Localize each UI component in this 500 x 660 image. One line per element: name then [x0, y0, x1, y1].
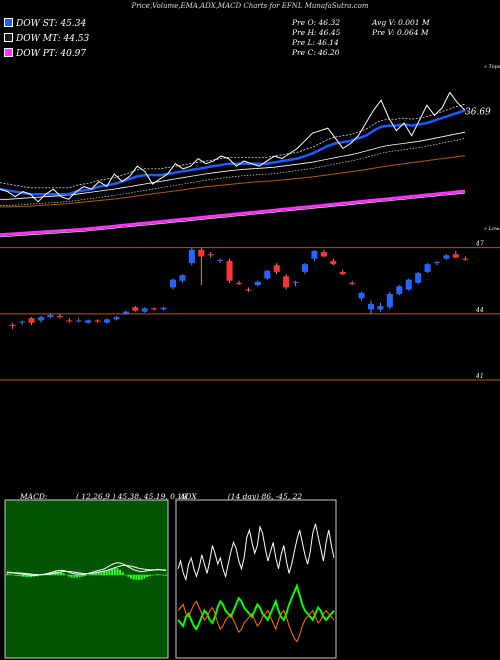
candle-body	[151, 308, 158, 310]
macd-params: ( 12,26,9 ) 45.38, 45.19, 0.19	[76, 492, 187, 501]
stat-avg-volume: Avg V: 0.001 M	[372, 18, 430, 27]
candle-body	[330, 260, 337, 265]
candle-body	[443, 255, 450, 259]
candle-body	[75, 320, 82, 322]
candle-body	[226, 260, 233, 281]
candle-body	[358, 292, 365, 299]
candle-body	[160, 307, 167, 310]
candle-body	[141, 308, 148, 312]
adx-label: ADX	[180, 492, 197, 501]
adx-line	[177, 523, 335, 582]
macd-line	[6, 562, 167, 577]
candle-body	[273, 265, 280, 272]
legend-dow-mt-label: DOW MT: 44.53	[16, 34, 90, 44]
ema-lt-line	[0, 155, 466, 208]
candle-body	[94, 320, 101, 322]
candle-body	[386, 293, 393, 308]
macd-label: MACD	[20, 492, 45, 501]
candle-body	[132, 307, 139, 311]
candle-body	[301, 264, 309, 272]
candle-body	[113, 317, 120, 320]
candle-body	[169, 279, 177, 288]
legend-dow-pt-label: DOW PT: 40.97	[16, 49, 87, 59]
adx-title: ADX (14 day) 86, -45, 22	[180, 492, 302, 501]
adx-panel	[175, 499, 337, 659]
y-tick-label-0: 47	[475, 241, 484, 248]
legend-dow-mt: DOW MT: 44.53	[4, 33, 89, 44]
macd-title: MACD: ( 12,26,9 ) 45.38, 45.19, 0.19	[20, 492, 187, 501]
candle-body	[66, 320, 73, 322]
candle-body	[367, 303, 375, 310]
stat-close: Pre C: 46.20	[292, 48, 340, 57]
candle-body	[37, 317, 45, 321]
candle-body	[56, 316, 63, 318]
candle-body	[103, 319, 111, 323]
ema-st-line	[0, 109, 466, 196]
candle-body	[47, 314, 54, 318]
candle-body	[19, 321, 26, 323]
legend-dow-pt-swatch	[4, 48, 13, 57]
candle-body	[9, 324, 16, 326]
candle-body	[405, 279, 412, 290]
tops-label: « Tops	[484, 64, 500, 70]
ema-pt-line	[0, 189, 466, 237]
candle-body	[264, 270, 271, 279]
legend-dow-st-swatch	[4, 18, 13, 27]
candle-body	[207, 254, 214, 256]
legend-dow-pt: DOW PT: 40.97	[4, 48, 86, 59]
candle-body	[254, 281, 261, 286]
candle-body	[377, 306, 384, 310]
candle-body	[311, 250, 318, 259]
candle-body	[320, 252, 327, 257]
di-minus-line	[177, 600, 335, 643]
candle-body	[415, 273, 422, 283]
ema-mt-lower-line	[0, 138, 466, 206]
legend-dow-mt-swatch	[4, 33, 13, 42]
candle-body	[283, 276, 290, 288]
candle-body	[85, 320, 92, 323]
ema-st-upper-line	[0, 103, 466, 189]
macd-panel	[4, 499, 169, 659]
y-tick-label-1: 44	[475, 307, 484, 314]
candle-body	[235, 282, 243, 285]
di-plus-line	[177, 582, 335, 632]
candle-body	[28, 318, 35, 323]
candle-body	[433, 261, 441, 264]
candle-body	[292, 281, 299, 283]
candle-body	[452, 254, 459, 258]
candle-body	[179, 275, 186, 281]
price-line	[0, 91, 466, 203]
stat-prev-volume: Pre V: 0.064 M	[372, 28, 429, 37]
legend-dow-st: DOW ST: 45.34	[4, 18, 86, 29]
legend-dow-st-label: DOW ST: 45.34	[16, 19, 87, 29]
candle-body	[217, 259, 224, 261]
price-label: 36.69	[465, 107, 491, 117]
candle-body	[188, 249, 195, 264]
candle-body	[198, 249, 205, 257]
candle-body	[396, 286, 403, 294]
stat-low: Pre L: 46.14	[292, 38, 339, 47]
ema-mt-line	[0, 131, 466, 200]
stat-open: Pre O: 46.32	[292, 18, 340, 27]
candle-body	[424, 264, 431, 272]
lows-label: « Lows	[484, 226, 500, 232]
adx-params: (14 day) 86, -45, 22	[227, 492, 303, 501]
ema-pt-highlight	[0, 192, 466, 238]
candle-body	[122, 311, 129, 314]
candle-body	[349, 282, 356, 285]
candle-body	[245, 289, 252, 291]
candle-body	[339, 271, 346, 275]
chart-title: Price,Volume,EMA,ADX,MACD Charts for EFN…	[131, 2, 369, 10]
candle-body	[462, 258, 469, 260]
y-tick-label-2: 41	[475, 373, 484, 380]
stat-high: Pre H: 46.45	[292, 28, 341, 37]
